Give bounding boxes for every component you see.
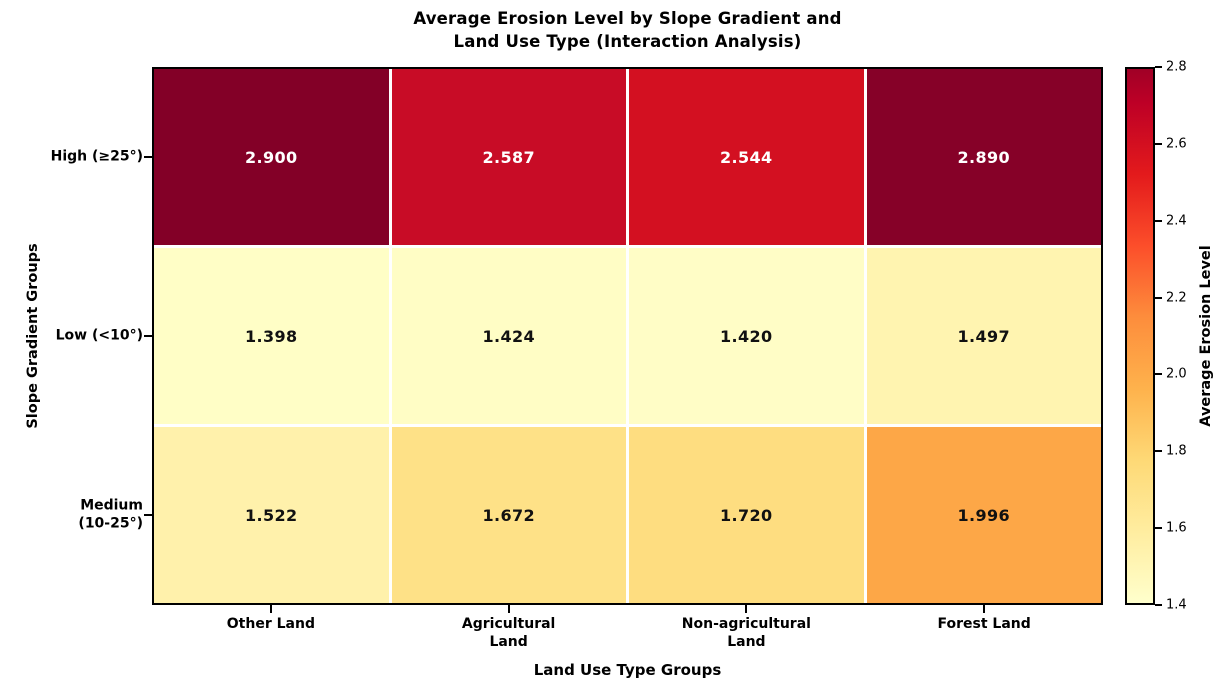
colorbar-tick-mark xyxy=(1155,219,1162,222)
colorbar-tick-mark xyxy=(1155,296,1162,299)
y-tick-label-line: High (≥25°) xyxy=(50,147,143,164)
y-tick-label: Medium (10-25°) xyxy=(0,498,143,533)
colorbar-tick-label: 2.2 xyxy=(1166,290,1187,306)
heatmap-cell: 1.424 xyxy=(391,248,626,424)
heatmap-cell: 1.497 xyxy=(866,248,1101,424)
y-tick-label: Low (<10°) xyxy=(0,327,143,345)
x-tick-label-line: Agricultural xyxy=(461,616,556,632)
y-tick-label-line: Medium xyxy=(80,497,143,514)
x-tick-label-line: Land xyxy=(727,634,766,651)
x-axis-title: Land Use Type Groups xyxy=(533,661,722,679)
heatmap-cell: 1.522 xyxy=(154,427,389,603)
x-tick-label-line: Land xyxy=(489,634,528,651)
heatmap-cell: 1.672 xyxy=(391,427,626,603)
colorbar-tick-label: 1.8 xyxy=(1166,443,1187,459)
x-tick-label: Non-agricultural Land xyxy=(682,615,811,651)
colorbar-tick-label: 2.6 xyxy=(1166,136,1187,152)
colorbar xyxy=(1125,67,1155,605)
chart-title-line2: Land Use Type (Interaction Analysis) xyxy=(453,31,802,51)
x-tick-mark xyxy=(983,605,986,613)
heatmap-cell: 1.996 xyxy=(866,427,1101,603)
y-tick-label-line: (10-25°) xyxy=(78,515,143,532)
colorbar-tick-mark xyxy=(1155,373,1162,376)
y-tick-mark xyxy=(144,514,152,517)
y-tick-label: High (≥25°) xyxy=(0,148,143,166)
chart-title: Average Erosion Level by Slope Gradient … xyxy=(152,8,1103,54)
x-tick-label: Agricultural Land xyxy=(462,615,555,651)
y-tick-label-line: Low (<10°) xyxy=(55,327,143,344)
colorbar-tick-mark xyxy=(1155,450,1162,453)
chart-title-line1: Average Erosion Level by Slope Gradient … xyxy=(413,9,842,28)
heatmap-cell: 2.900 xyxy=(154,69,389,245)
heatmap-grid: 2.900 2.587 2.544 2.890 1.398 1.424 1.420 1.497… xyxy=(152,67,1103,605)
y-tick-mark xyxy=(144,335,152,337)
y-tick-mark xyxy=(144,155,152,158)
colorbar-tick-label: 1.4 xyxy=(1166,597,1187,613)
colorbar-tick-mark xyxy=(1155,142,1162,145)
colorbar-tick-mark xyxy=(1155,604,1162,606)
heatmap-cell: 2.544 xyxy=(629,69,864,245)
x-tick-label-line: Other Land xyxy=(226,616,315,632)
heatmap-cell: 2.587 xyxy=(391,69,626,245)
heatmap-cell: 1.720 xyxy=(629,427,864,603)
heatmap-cell: 2.890 xyxy=(866,69,1101,245)
heatmap-cell: 1.420 xyxy=(629,248,864,424)
x-tick-label-line: Non-agricultural xyxy=(681,616,811,632)
colorbar-tick-label: 1.6 xyxy=(1166,520,1187,536)
x-tick-mark xyxy=(507,605,510,613)
x-tick-label-line: Forest Land xyxy=(937,616,1031,632)
colorbar-tick-mark xyxy=(1155,527,1162,530)
colorbar-tick-label: 2.8 xyxy=(1166,59,1187,75)
colorbar-tick-mark xyxy=(1155,66,1162,68)
colorbar-tick-label: 2.0 xyxy=(1166,366,1187,382)
x-tick-mark xyxy=(745,605,748,613)
colorbar-title: Average Erosion Level xyxy=(1198,245,1214,427)
x-tick-mark xyxy=(269,605,272,613)
x-tick-label: Forest Land xyxy=(937,615,1030,633)
heatmap-cell: 1.398 xyxy=(154,248,389,424)
colorbar-tick-label: 2.4 xyxy=(1166,213,1187,229)
x-tick-label: Other Land xyxy=(227,615,315,633)
